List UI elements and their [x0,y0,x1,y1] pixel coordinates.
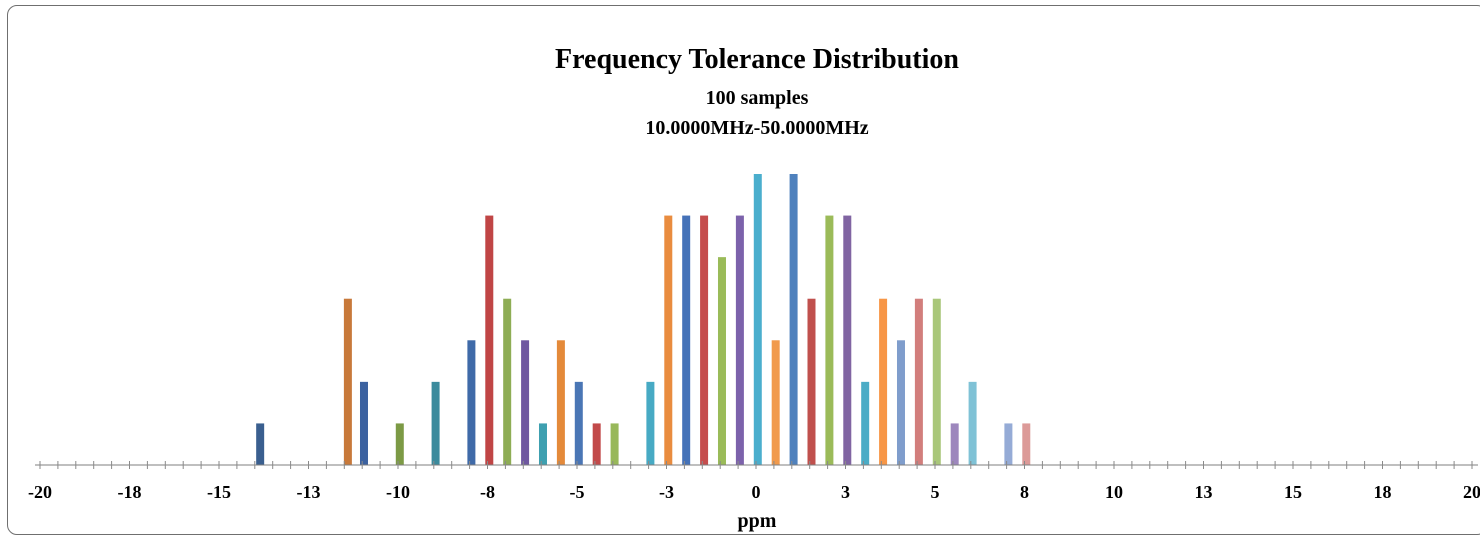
x-tick-label: 3 [841,482,850,502]
bar [789,174,798,465]
x-axis-label: ppm [738,510,777,532]
x-tick-label: -3 [659,482,674,502]
bar [431,381,440,465]
x-tick-label: 15 [1284,482,1302,502]
bar [395,423,404,465]
x-tick-label: 18 [1374,482,1392,502]
bar [574,381,583,465]
bar [485,215,494,465]
bar [538,423,547,465]
bar [914,298,923,465]
bar [610,423,619,465]
bar [879,298,888,465]
bar [700,215,709,465]
x-tick-label: -10 [386,482,410,502]
x-tick-label: -8 [480,482,495,502]
bar [1022,423,1031,465]
bar [592,423,601,465]
bar [664,215,673,465]
bar [467,340,476,465]
bar [1004,423,1013,465]
x-tick-label: -20 [28,482,52,502]
bar [843,215,852,465]
bar [950,423,959,465]
bar [932,298,941,465]
x-tick-label: -13 [297,482,321,502]
bar [717,257,726,465]
bar [343,298,352,465]
bar [825,215,834,465]
x-tick-label: 13 [1195,482,1213,502]
x-tick-label: 0 [752,482,761,502]
bar [256,423,265,465]
chart-subtitle: 100 samples [706,87,809,109]
x-tick-label: 8 [1020,482,1029,502]
bar [556,340,565,465]
x-tick-label: -15 [207,482,231,502]
bar [861,381,870,465]
x-axis-minor-ticks [39,461,1473,469]
x-tick-label: 10 [1105,482,1123,502]
x-tick-label: -5 [570,482,585,502]
bar [503,298,512,465]
bar [896,340,905,465]
bar [968,381,977,465]
bar [735,215,744,465]
bar [646,381,655,465]
chart-title: Frequency Tolerance Distribution [555,44,959,75]
x-tick-label: -18 [118,482,142,502]
x-tick-label: 20 [1463,482,1480,502]
bar-series [256,174,1031,465]
bar [753,174,762,465]
bar [682,215,691,465]
chart-subtitle-range: 10.0000MHz-50.0000MHz [645,117,868,139]
x-tick-label: 5 [931,482,940,502]
x-axis-tick-labels: -20 -18 -15 -13 -10 -8 -5 -3 0 3 5 8 10 13 15 18 20 [28,482,1480,502]
bar [359,381,368,465]
bar [807,298,816,465]
bar [521,340,530,465]
bar [771,340,780,465]
